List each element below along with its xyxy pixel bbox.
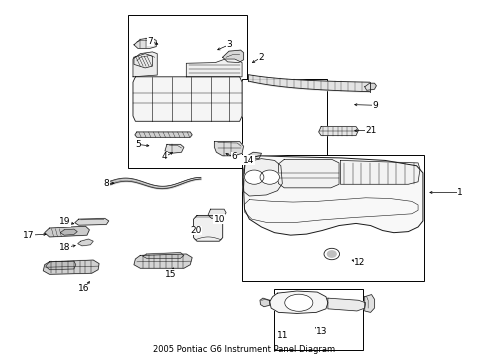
Text: 6: 6 — [230, 152, 236, 161]
Polygon shape — [260, 298, 269, 307]
Text: 2: 2 — [258, 53, 264, 62]
Text: 16: 16 — [78, 284, 89, 293]
Polygon shape — [245, 152, 261, 159]
Polygon shape — [222, 50, 243, 63]
Polygon shape — [134, 54, 152, 68]
Polygon shape — [134, 38, 156, 48]
Polygon shape — [364, 294, 374, 312]
Polygon shape — [340, 161, 419, 184]
Bar — [273, 289, 363, 350]
Text: 12: 12 — [353, 258, 365, 267]
Bar — [242, 155, 423, 282]
Circle shape — [327, 251, 335, 257]
Polygon shape — [164, 144, 183, 153]
Polygon shape — [135, 132, 192, 137]
Text: 7: 7 — [147, 37, 153, 46]
Ellipse shape — [284, 294, 312, 311]
Text: 2005 Pontiac G6 Instrument Panel Diagram: 2005 Pontiac G6 Instrument Panel Diagram — [153, 345, 335, 354]
Circle shape — [324, 248, 339, 260]
Polygon shape — [142, 253, 183, 258]
Bar — [242, 78, 326, 157]
Polygon shape — [243, 159, 282, 196]
Text: 18: 18 — [59, 243, 71, 252]
Polygon shape — [243, 156, 422, 235]
Polygon shape — [364, 83, 376, 90]
Text: 10: 10 — [213, 215, 224, 224]
Text: 15: 15 — [165, 270, 176, 279]
Text: 20: 20 — [190, 226, 201, 235]
Text: 4: 4 — [162, 152, 167, 161]
Circle shape — [244, 170, 264, 184]
Polygon shape — [208, 209, 225, 219]
Text: 21: 21 — [365, 126, 376, 135]
Polygon shape — [78, 239, 93, 246]
Text: 1: 1 — [456, 188, 462, 197]
Text: 8: 8 — [103, 179, 109, 188]
Polygon shape — [269, 291, 327, 314]
Polygon shape — [134, 254, 192, 268]
Polygon shape — [133, 77, 242, 121]
Polygon shape — [214, 141, 243, 156]
Text: 11: 11 — [276, 331, 287, 340]
Text: 13: 13 — [316, 327, 327, 336]
Polygon shape — [278, 159, 338, 188]
Polygon shape — [43, 260, 99, 274]
Polygon shape — [45, 261, 76, 270]
Bar — [128, 14, 246, 167]
Circle shape — [260, 170, 279, 184]
Polygon shape — [318, 127, 358, 135]
Polygon shape — [193, 216, 222, 241]
Polygon shape — [75, 219, 108, 225]
Text: 3: 3 — [225, 40, 231, 49]
Text: 19: 19 — [59, 217, 71, 226]
Text: 5: 5 — [135, 140, 141, 149]
Polygon shape — [45, 226, 89, 237]
Polygon shape — [186, 59, 242, 77]
Text: 14: 14 — [242, 156, 254, 165]
Text: 9: 9 — [372, 101, 378, 110]
Polygon shape — [60, 229, 77, 235]
Polygon shape — [327, 298, 365, 311]
Text: 17: 17 — [23, 231, 35, 240]
Polygon shape — [133, 52, 157, 77]
